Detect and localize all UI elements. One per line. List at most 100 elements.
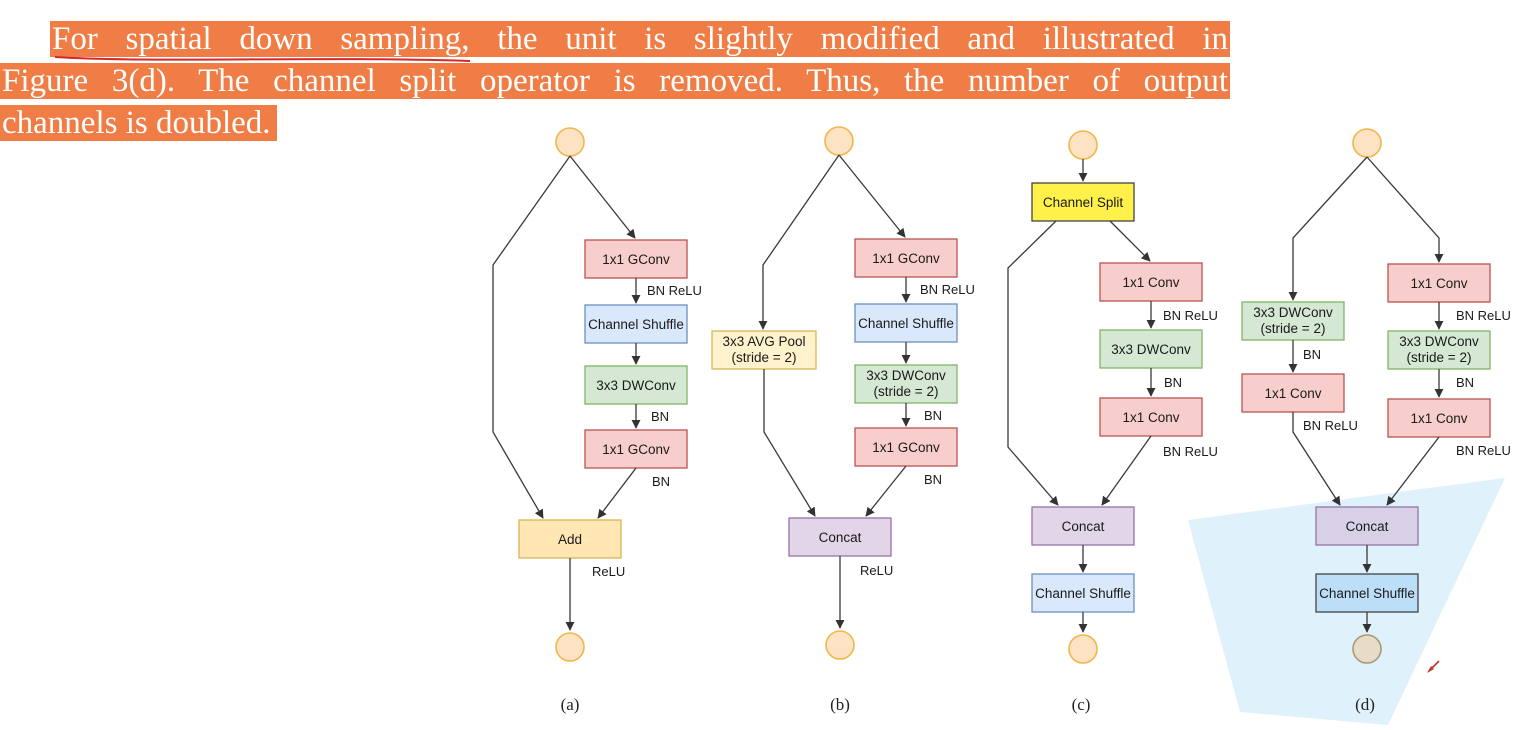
edge <box>1386 436 1440 506</box>
bn-note: BN <box>651 409 669 424</box>
edge <box>1366 156 1444 263</box>
input-node <box>824 126 854 156</box>
dwconv-stride-box <box>1387 330 1491 370</box>
diagram-b: 3x3 AVG Pool (stride = 2) 1x1 GConv BN R… <box>711 126 975 714</box>
concat-label: Concat <box>819 530 862 545</box>
conv-box <box>1387 263 1491 303</box>
dwconv-label: 3x3 DWConv <box>596 378 676 393</box>
shortcut-edge <box>1007 220 1059 506</box>
edge <box>1101 435 1152 506</box>
bn-relu-note: BN ReLU <box>1456 443 1511 458</box>
channel-split-label: Channel Split <box>1043 195 1124 210</box>
bn-note: BN <box>1303 347 1321 362</box>
channel-shuffle-label: Channel Shuffle <box>1319 586 1415 601</box>
bn-relu-note: BN ReLU <box>1303 418 1358 433</box>
channel-shuffle-box <box>854 303 958 343</box>
dwconv-stride: (stride = 2) <box>874 384 939 399</box>
paragraph-line-1: For spatial down sampling, the unit is s… <box>0 18 1230 60</box>
caption-c: (c) <box>1072 695 1091 714</box>
conv-box <box>1387 398 1491 438</box>
output-node <box>555 632 585 662</box>
gconv-label: 1x1 GConv <box>602 442 670 457</box>
dwconv-box <box>584 365 688 405</box>
conv-label: 1x1 Conv <box>1264 386 1321 401</box>
bn-note: BN <box>1164 375 1182 390</box>
channel-shuffle-box <box>1031 573 1135 613</box>
conv-box <box>1099 397 1203 437</box>
paragraph-line-2: Figure 3(d). The channel split operator … <box>0 60 1230 102</box>
edge <box>597 467 637 519</box>
bn-relu-note: BN ReLU <box>647 283 702 298</box>
bn-relu-note: BN ReLU <box>920 282 975 297</box>
input-node <box>555 127 585 157</box>
bn-relu-note: BN ReLU <box>1456 308 1511 323</box>
relu-note: ReLU <box>592 564 625 579</box>
caption-d: (d) <box>1355 695 1375 714</box>
edge <box>838 154 906 238</box>
concat-box <box>1315 506 1419 546</box>
diagram-c: Channel Split 1x1 Conv BN ReLU 3x3 DWCon… <box>1007 130 1218 714</box>
avg-pool-box <box>711 330 817 370</box>
dwconv-stride: (stride = 2) <box>1407 350 1472 365</box>
relu-note: ReLU <box>860 563 893 578</box>
dwconv-box <box>1099 329 1203 369</box>
dwconv-label: 3x3 DWConv <box>1253 305 1333 320</box>
gconv-box <box>854 238 958 278</box>
edge <box>1288 156 1368 301</box>
gconv-label: 1x1 GConv <box>602 252 670 267</box>
gconv-box <box>584 239 688 279</box>
dwconv-stride: (stride = 2) <box>1261 321 1326 336</box>
edge <box>1109 220 1151 262</box>
add-label: Add <box>558 532 582 547</box>
gconv-box <box>854 427 958 467</box>
bn-relu-note: BN ReLU <box>1163 444 1218 459</box>
concat-label: Concat <box>1346 519 1389 534</box>
avg-pool-stride: (stride = 2) <box>732 350 797 365</box>
concat-box <box>1031 506 1135 546</box>
channel-shuffle-label: Channel Shuffle <box>588 317 684 332</box>
edge <box>763 369 816 517</box>
bn-note: BN <box>924 472 942 487</box>
paragraph-line-3: channels is doubled. <box>0 102 1230 144</box>
conv-label: 1x1 Conv <box>1410 276 1467 291</box>
pen-cursor-icon <box>1427 660 1440 673</box>
red-underline-stroke <box>54 56 471 62</box>
channel-shuffle-label: Channel Shuffle <box>858 316 954 331</box>
output-node <box>1068 634 1098 664</box>
conv-label: 1x1 Conv <box>1410 411 1467 426</box>
paragraph-line-2-text: Figure 3(d). The channel split operator … <box>0 63 1230 99</box>
edge <box>569 155 636 239</box>
concat-label: Concat <box>1062 519 1105 534</box>
dwconv-label: 3x3 DWConv <box>1399 334 1479 349</box>
edge <box>758 154 840 330</box>
conv-label: 1x1 Conv <box>1122 410 1179 425</box>
diagram-d: 3x3 DWConv (stride = 2) BN 1x1 Conv BN R… <box>1241 128 1511 714</box>
conv-box <box>1099 262 1203 302</box>
avg-pool-label: 3x3 AVG Pool <box>722 334 805 349</box>
bn-relu-note: BN ReLU <box>1163 308 1218 323</box>
concat-box <box>788 517 892 557</box>
bn-note: BN <box>924 408 942 423</box>
shortcut-edge <box>492 155 571 519</box>
diagram-a: 1x1 GConv BN ReLU Channel Shuffle 3x3 DW… <box>492 127 702 714</box>
conv-label: 1x1 Conv <box>1122 275 1179 290</box>
conv-box <box>1241 373 1345 413</box>
output-node <box>1352 634 1382 664</box>
highlighted-paragraph: For spatial down sampling, the unit is s… <box>0 18 1230 144</box>
edge <box>865 465 907 517</box>
channel-shuffle-box <box>1315 573 1419 613</box>
channel-split-box <box>1031 182 1135 222</box>
caption-b: (b) <box>830 695 850 714</box>
dwconv-label: 3x3 DWConv <box>866 368 946 383</box>
edge <box>1292 412 1341 506</box>
gconv-label: 1x1 GConv <box>872 251 940 266</box>
input-node <box>1068 130 1098 160</box>
input-node <box>1352 128 1382 158</box>
gconv-box <box>584 429 688 469</box>
paragraph-line-3-text: channels is doubled. <box>0 105 277 141</box>
gconv-label: 1x1 GConv <box>872 440 940 455</box>
bn-note: BN <box>1456 375 1474 390</box>
caption-a: (a) <box>561 695 580 714</box>
dwconv-label: 3x3 DWConv <box>1111 342 1191 357</box>
